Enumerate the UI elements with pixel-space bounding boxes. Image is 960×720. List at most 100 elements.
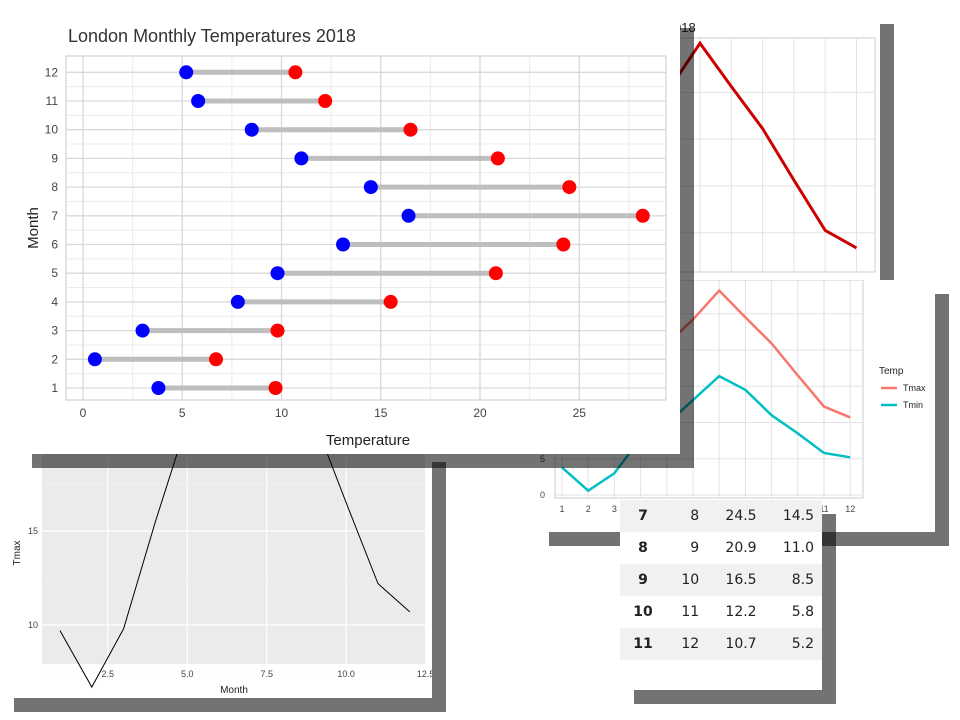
x-tick-label: 20 [473,406,487,420]
table-cell: 14.5 [764,500,822,532]
tmin-point [191,94,206,108]
tmin-point [401,208,416,223]
plot-area [42,448,426,664]
table-cell: 7 [620,500,666,532]
tmax-point [270,323,285,338]
y-tick-label: 11 [46,94,59,108]
table-row: 7 8 24.5 14.5 [620,500,822,532]
table-cell: 9 [690,540,700,556]
table-cell: 16.5 [707,564,765,596]
x-tick-label: 2.5 [101,669,114,679]
x-tick-label: 15 [374,406,388,420]
tmax-point [268,381,283,395]
y-axis-label: Tmax [12,541,23,566]
table-cell: 11.0 [782,540,814,556]
x-tick-label: 5.0 [181,669,194,679]
tmax-point [288,65,303,80]
table-row: 10 11 12.2 5.8 [620,596,822,628]
y-tick-label: 7 [51,209,58,223]
plot-area [65,55,667,401]
table-cell: 9 [620,564,666,596]
tmax-point [318,94,333,108]
x-tick-label: 12.5 [417,669,432,679]
tmin-point [135,323,150,338]
tmin-point [336,237,351,252]
table-cell: 10 [633,604,653,620]
tmax-point [556,237,571,252]
y-tick-label: 9 [51,151,58,165]
tmax-point [562,180,577,195]
series-line [59,448,411,689]
x-tick-label: 12 [845,504,855,514]
y-tick-label: 1 [51,381,58,395]
tmin-point [294,151,309,166]
table-row: 9 10 16.5 8.5 [620,564,822,596]
tmin-point [270,266,285,281]
x-tick-label: 3 [612,504,617,514]
temperature-table: 7 8 24.5 14.5 8 9 20.9 11.0 9 10 16.5 8.5 10 11 12.2 5.… [620,500,822,660]
tmax-line-chart: 018789101112onth [660,20,876,296]
table-row: 11 12 10.7 5.2 [620,628,822,660]
x-tick-label: 25 [573,406,587,420]
temperature-table-panel: 7 8 24.5 14.5 8 9 20.9 11.0 9 10 16.5 8.5 10 11 12.2 5.… [620,500,822,690]
y-tick-label: 3 [51,324,58,338]
tmax-line-chart-panel: 018789101112onth [660,10,880,296]
x-tick-label: 1 [559,504,564,514]
x-tick-label: 2 [586,504,591,514]
table-cell: 5.8 [791,604,814,620]
table-cell: 11 [681,604,700,620]
tmax-point [488,266,503,281]
y-axis-label: Month [25,207,42,249]
tmin-point [244,122,259,137]
y-tick-label: 10 [45,123,59,137]
tmin-point [230,294,245,309]
table-cell: 11 [620,628,666,660]
y-tick-label: 12 [45,65,59,79]
x-tick-label: 11 [819,504,828,514]
table-cell: 10.7 [707,628,765,660]
legend-label: Tmax [903,383,926,393]
table-cell: 20.9 [725,540,757,556]
x-tick-label: 10 [275,406,289,420]
legend-label: Tmin [903,400,923,410]
x-axis-label: Month [220,685,248,696]
y-tick-label: 4 [51,295,58,309]
x-tick-label: 5 [179,406,186,420]
y-tick-label: 8 [51,180,58,194]
table-row: 8 9 20.9 11.0 [620,532,822,564]
table-cell: 12 [666,628,708,660]
tmax-point [490,151,505,166]
y-tick-label: 10 [28,620,38,630]
y-tick-label: 2 [51,352,58,366]
table-cell: 10 [666,564,708,596]
dumbbell-chart-panel: London Monthly Temperatures 2018 0 5 10 15 20… [18,14,680,454]
tmax-point [208,352,223,367]
tmin-point [363,180,378,195]
tmin-point [87,352,102,367]
y-tick-label: 15 [28,526,38,536]
x-tick-label: 10.0 [337,669,355,679]
tmin-point [179,65,194,80]
y-tick-label: 5 [540,454,545,464]
tmax-point [403,122,418,137]
table-cell: 24.5 [707,500,765,532]
table-cell: 12.2 [725,604,757,620]
x-tick-label: 7.5 [260,669,273,679]
series-line-tmin [561,374,851,493]
tmin-point [151,381,166,395]
x-axis-label: Temperature [326,432,410,449]
legend-title: Temp [879,366,904,377]
table-cell: 8 [666,500,708,532]
table-cell: 8 [638,540,648,556]
y-tick-label: 0 [540,490,545,500]
plot-area [660,37,876,273]
table-cell: 8.5 [764,564,822,596]
y-tick-label: 5 [51,266,58,280]
series-line [667,40,858,250]
chart-title: London Monthly Temperatures 2018 [68,26,356,46]
table-cell: 5.2 [764,628,822,660]
tmax-point [635,208,650,223]
